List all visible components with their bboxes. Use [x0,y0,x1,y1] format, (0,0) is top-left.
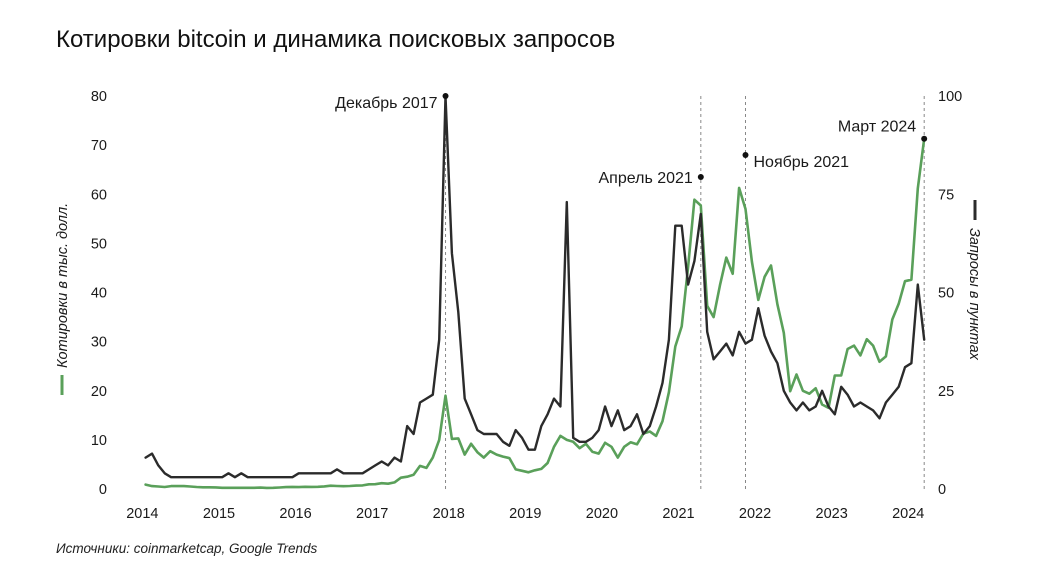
source-note: Источники: coinmarketcap, Google Trends [56,541,318,556]
x-tick-label: 2024 [892,506,924,522]
x-axis-ticks: 2014 2015 2016 2017 2018 2019 2020 2021 2022 2023… [126,506,924,522]
x-tick-label: 2017 [356,506,388,522]
left-tick-label: 60 [91,187,107,203]
annotations: Декабрь 2017 Апрель 2021 Ноябрь 2021 Март 2… [335,93,928,187]
left-tick-label: 80 [91,89,107,105]
right-tick-label: 25 [938,384,954,400]
x-tick-label: 2016 [279,506,311,522]
chart-title: Котировки bitcoin и динамика поисковых з… [56,26,616,53]
right-axis-title: Запросы в пунктах [966,228,982,361]
right-tick-label: 75 [938,187,954,203]
left-tick-label: 40 [91,286,107,302]
price-line [144,137,926,490]
annotation-marker [697,174,704,181]
right-axis-ticks: 0 25 50 75 100 [938,89,962,498]
x-tick-label: 2015 [203,506,235,522]
x-tick-label: 2021 [662,506,694,522]
annotation-marker [442,93,449,99]
left-axis-ticks: 0 10 20 30 40 50 60 70 80 [91,89,107,498]
left-axis-title: Котировки в тыс. долл. [55,203,71,368]
x-tick-label: 2014 [126,506,158,522]
left-tick-label: 50 [91,236,107,252]
right-axis-title-group: Запросы в пунктах [966,200,982,361]
x-tick-label: 2020 [586,506,618,522]
left-tick-label: 0 [99,482,107,498]
x-tick-label: 2018 [433,506,465,522]
left-tick-label: 30 [91,335,107,351]
search-interest-line [144,94,926,479]
left-tick-label: 70 [91,138,107,154]
x-tick-label: 2023 [816,506,848,522]
annotation-marker [921,135,928,142]
x-tick-label: 2022 [739,506,771,522]
series-lines [144,94,926,490]
x-tick-label: 2019 [509,506,541,522]
left-tick-label: 10 [91,433,107,449]
annotation-label: Ноябрь 2021 [753,154,849,171]
annotation-marker [742,151,749,158]
left-axis-title-group: Котировки в тыс. долл. [55,203,71,395]
right-tick-label: 50 [938,286,954,302]
right-tick-label: 100 [938,89,962,105]
annotation-label: Декабрь 2017 [335,95,438,112]
right-tick-label: 0 [938,482,946,498]
annotation-label: Март 2024 [838,119,916,136]
left-tick-label: 20 [91,384,107,400]
annotation-label: Апрель 2021 [599,170,693,187]
